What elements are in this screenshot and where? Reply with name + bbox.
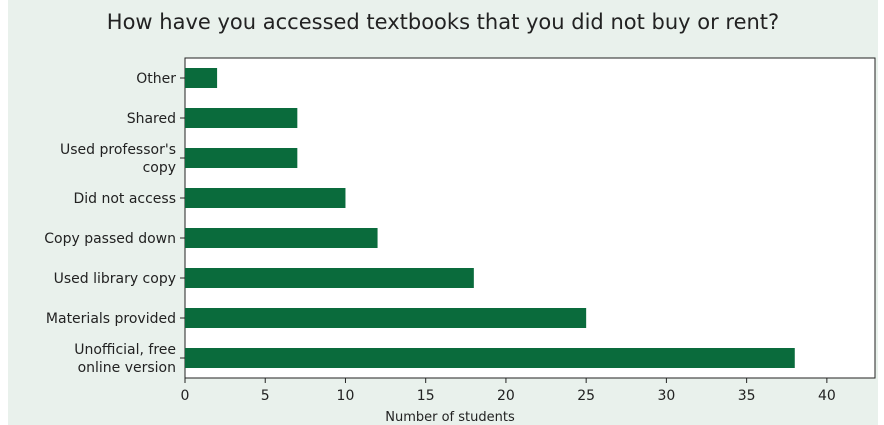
x-tick-label-0: 0 [181,388,190,404]
y-tick-label-0: Other [136,71,176,87]
x-tick-label-8: 40 [818,388,836,404]
y-tick-label-7: Unofficial, free online version [74,342,176,376]
bar-5 [185,268,474,288]
x-axis-label: Number of students [385,410,515,425]
y-tick-label-6: Materials provided [46,311,176,327]
y-tick-label-2: Used professor's copy [60,142,176,176]
bar-0 [185,68,218,88]
x-tick-label-2: 10 [337,388,355,404]
bar-1 [185,108,298,128]
y-ticks-group: Other Shared Used professor's copy Did not a… [44,71,185,376]
x-tick-label-3: 15 [417,388,435,404]
x-tick-label-5: 25 [577,388,595,404]
x-tick-label-1: 5 [261,388,270,404]
bar-2 [185,148,298,168]
bar-6 [185,308,587,328]
y-tick-label-5: Used library copy [54,271,176,287]
x-tick-label-6: 30 [657,388,675,404]
chart-figure: How have you accessed textbooks that you… [8,0,878,425]
x-ticks-group: 0 5 10 15 20 25 30 35 40 [181,378,836,404]
y-tick-label-4: Copy passed down [44,231,176,247]
x-tick-label-4: 20 [497,388,515,404]
plot-area [184,57,876,379]
y-tick-label-3: Did not access [73,191,176,207]
bar-4 [185,228,378,248]
x-tick-label-7: 35 [738,388,756,404]
bar-7 [185,348,795,368]
chart-title: How have you accessed textbooks that you… [106,10,780,34]
bar-3 [185,188,346,208]
bars-group [185,68,795,368]
y-tick-label-1: Shared [127,111,176,127]
chart-svg: Other Shared Used professor's copy Did not a… [44,57,876,425]
